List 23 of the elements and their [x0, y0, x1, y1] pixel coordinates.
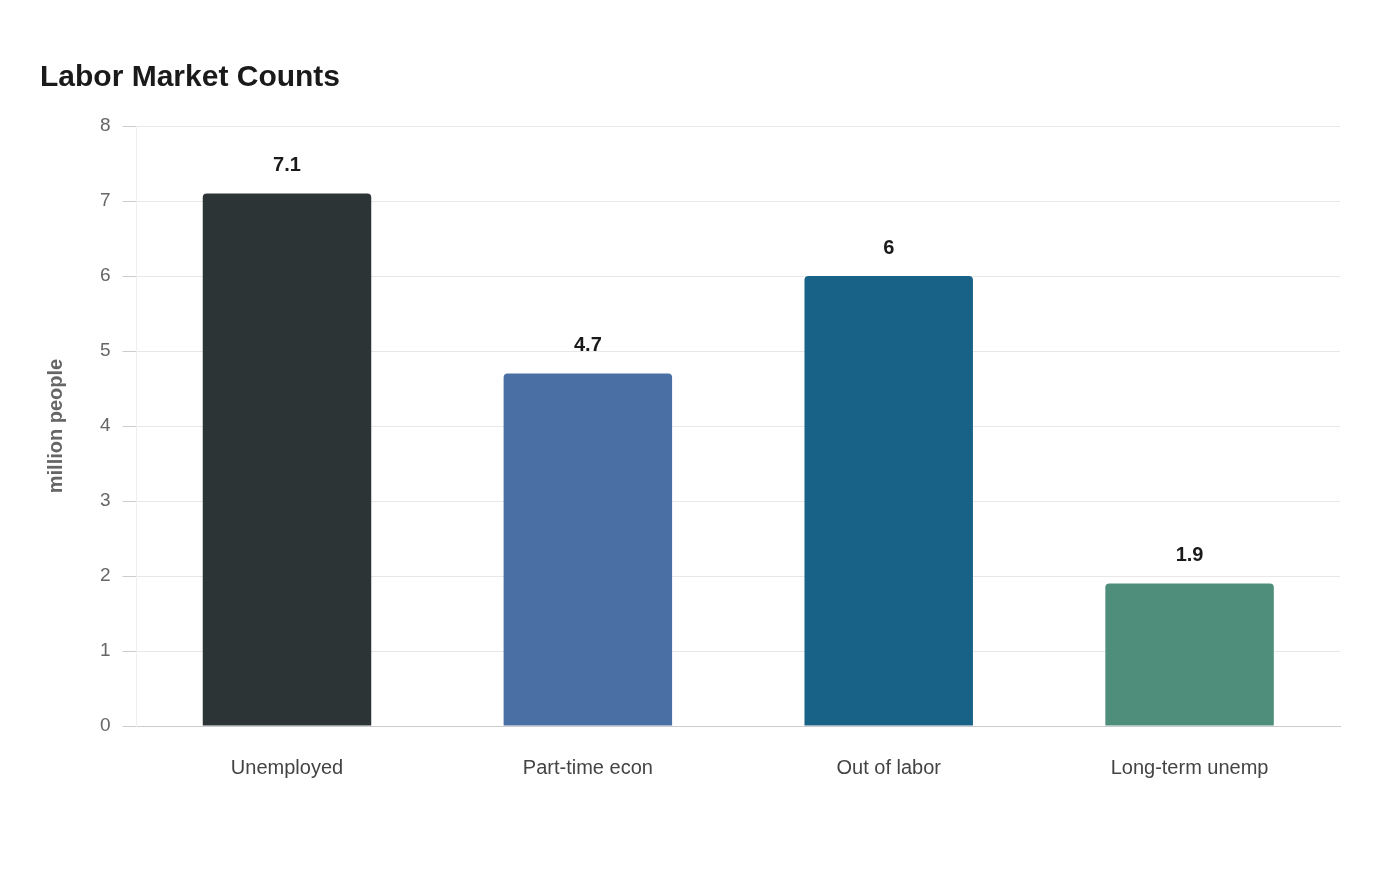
bar — [804, 276, 973, 726]
x-tick-label: Part-time econ — [522, 755, 653, 778]
bar — [1105, 583, 1274, 726]
y-tick-label: 0 — [99, 714, 111, 736]
bar — [202, 193, 372, 726]
chart-title: Labor Market Counts — [40, 59, 341, 93]
y-tick-label: 7 — [99, 189, 111, 211]
x-tick-label: Out of labor — [836, 755, 942, 778]
data-label: 4.7 — [573, 333, 602, 356]
x-tick-label: Unemployed — [230, 755, 344, 778]
y-tick-label: 5 — [99, 339, 111, 361]
y-tick-label: 6 — [99, 264, 111, 286]
y-axis-title: million people — [43, 358, 66, 494]
data-label: 6 — [883, 235, 895, 258]
data-label: 1.9 — [1175, 543, 1204, 566]
y-tick-label: 3 — [99, 489, 111, 511]
y-tick-label: 2 — [99, 564, 111, 586]
data-label: 7.1 — [273, 153, 301, 176]
bar — [503, 373, 673, 726]
x-tick-label: Long-term unemp — [1110, 755, 1269, 778]
y-tick-label: 4 — [99, 414, 111, 436]
y-tick-label: 1 — [99, 639, 111, 661]
y-tick-label: 8 — [99, 114, 111, 136]
